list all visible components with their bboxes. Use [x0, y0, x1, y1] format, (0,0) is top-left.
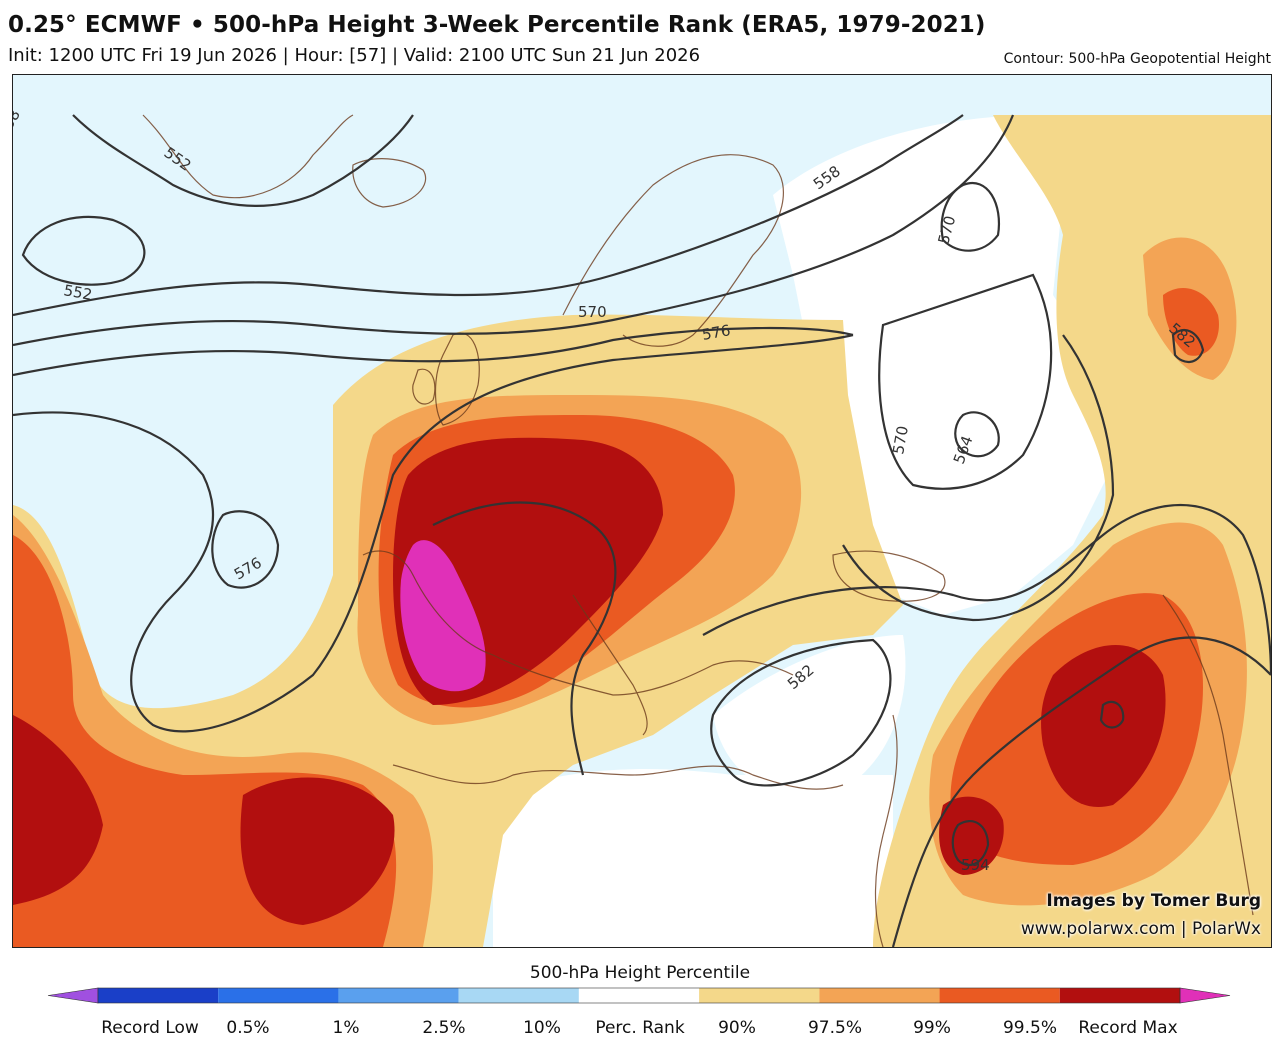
height-contours: [13, 114, 1271, 947]
colorbar-label: 97.5%: [807, 1018, 863, 1038]
credit-author: Images by Tomer Burg: [1046, 891, 1261, 911]
coastlines: [142, 114, 1254, 947]
contour-594-b: [1099, 700, 1125, 729]
percentile-995-region-sw: [13, 715, 103, 905]
contour-576-low: [211, 510, 280, 589]
contour-564-east: [954, 411, 1000, 458]
colorbar-label: 99%: [913, 1018, 951, 1038]
colorbar-segment: [338, 988, 459, 1003]
contour-label: 58: [13, 106, 24, 132]
contour-552-north: [72, 114, 414, 208]
colorbar-label: Perc. Rank: [595, 1018, 685, 1038]
contour-582-east: [702, 503, 1271, 676]
colorbar-label: 1%: [332, 1018, 360, 1038]
contour-576: [13, 333, 854, 733]
contour-label: 594: [961, 856, 990, 874]
map-panel: 552 552 558 570 576 570 570 564 576 582 …: [12, 74, 1272, 948]
contour-552-west: [21, 215, 146, 286]
colorbar-segment: [218, 988, 339, 1003]
colorbar-segment: [939, 988, 1060, 1003]
contour-label: 552: [161, 144, 195, 175]
colorbar: [47, 987, 1231, 1004]
record-max-region: [400, 540, 486, 692]
colorbar-segment: [699, 988, 820, 1003]
contour-576-east: [842, 334, 1115, 622]
percentile-995-region-south: [240, 777, 395, 925]
contour-564-west: [13, 114, 1015, 347]
levant-coast: [874, 714, 898, 947]
colorbar-label: 99.5%: [1002, 1018, 1058, 1038]
contour-570-east-b: [940, 182, 1001, 252]
colorbar-label: 10%: [523, 1018, 561, 1038]
contour-570: [13, 326, 854, 377]
contour-582-ne: [1171, 328, 1205, 363]
contour-label: 570: [889, 424, 912, 455]
iceland-coast: [352, 158, 427, 208]
colorbar-segment-record-low: [47, 987, 99, 1004]
colorbar-label: 0.5%: [226, 1018, 270, 1038]
greenland-coast: [142, 114, 354, 199]
colorbar-segment-record-max: [1179, 987, 1231, 1004]
scandinavia-coast: [562, 154, 784, 347]
britain-coast: [434, 332, 480, 426]
contour-label: 570: [578, 303, 607, 321]
colorbar-segment: [819, 988, 940, 1003]
contour-558: [13, 114, 964, 317]
percentile-995-region-se: [1041, 645, 1166, 807]
europe-coast: [362, 550, 794, 696]
map-canvas: 552 552 558 570 576 570 570 564 576 582 …: [13, 106, 1271, 947]
ireland-coast: [412, 368, 436, 405]
contour-594: [951, 820, 990, 867]
percentile-99-region-ne: [1163, 287, 1219, 356]
contour-label: 576: [701, 321, 732, 344]
colorbar-label: 2.5%: [422, 1018, 466, 1038]
colorbar-label: Record Max: [1078, 1018, 1178, 1038]
credit-website[interactable]: www.polarwx.com | PolarWx: [1020, 919, 1261, 939]
colorbar-segment: [458, 988, 579, 1003]
black-sea-coast: [832, 550, 946, 602]
normal-region-south: [493, 769, 893, 947]
contour-label: 576: [231, 554, 265, 584]
italy-coast: [572, 594, 648, 736]
colorbar-segment: [98, 988, 219, 1003]
normal-region-east-med: [713, 635, 906, 797]
red-sea-coast: [1162, 594, 1254, 916]
colorbar-segment: [1059, 988, 1180, 1003]
map-title: 0.25° ECMWF • 500-hPa Height 3-Week Perc…: [8, 12, 986, 38]
colorbar-segment: [578, 988, 700, 1003]
africa-coast: [392, 764, 844, 790]
contour-label: 552: [62, 281, 93, 304]
colorbar-label: 90%: [718, 1018, 756, 1038]
contour-570-east-a: [878, 273, 1053, 490]
contour-582-central: [432, 501, 617, 776]
colorbar-outline: [97, 987, 1181, 1004]
contour-588-south: [891, 636, 1271, 947]
colorbar-title: 500-hPa Height Percentile: [529, 963, 751, 983]
colorbar-label: Record Low: [101, 1018, 199, 1038]
map-subtitle: Init: 1200 UTC Fri 19 Jun 2026 | Hour: […: [8, 45, 701, 66]
contour-582-east-med: [710, 638, 892, 787]
colorbar-segments: [47, 987, 1231, 1004]
contour-note: Contour: 500-hPa Geopotential Height: [1003, 51, 1271, 67]
